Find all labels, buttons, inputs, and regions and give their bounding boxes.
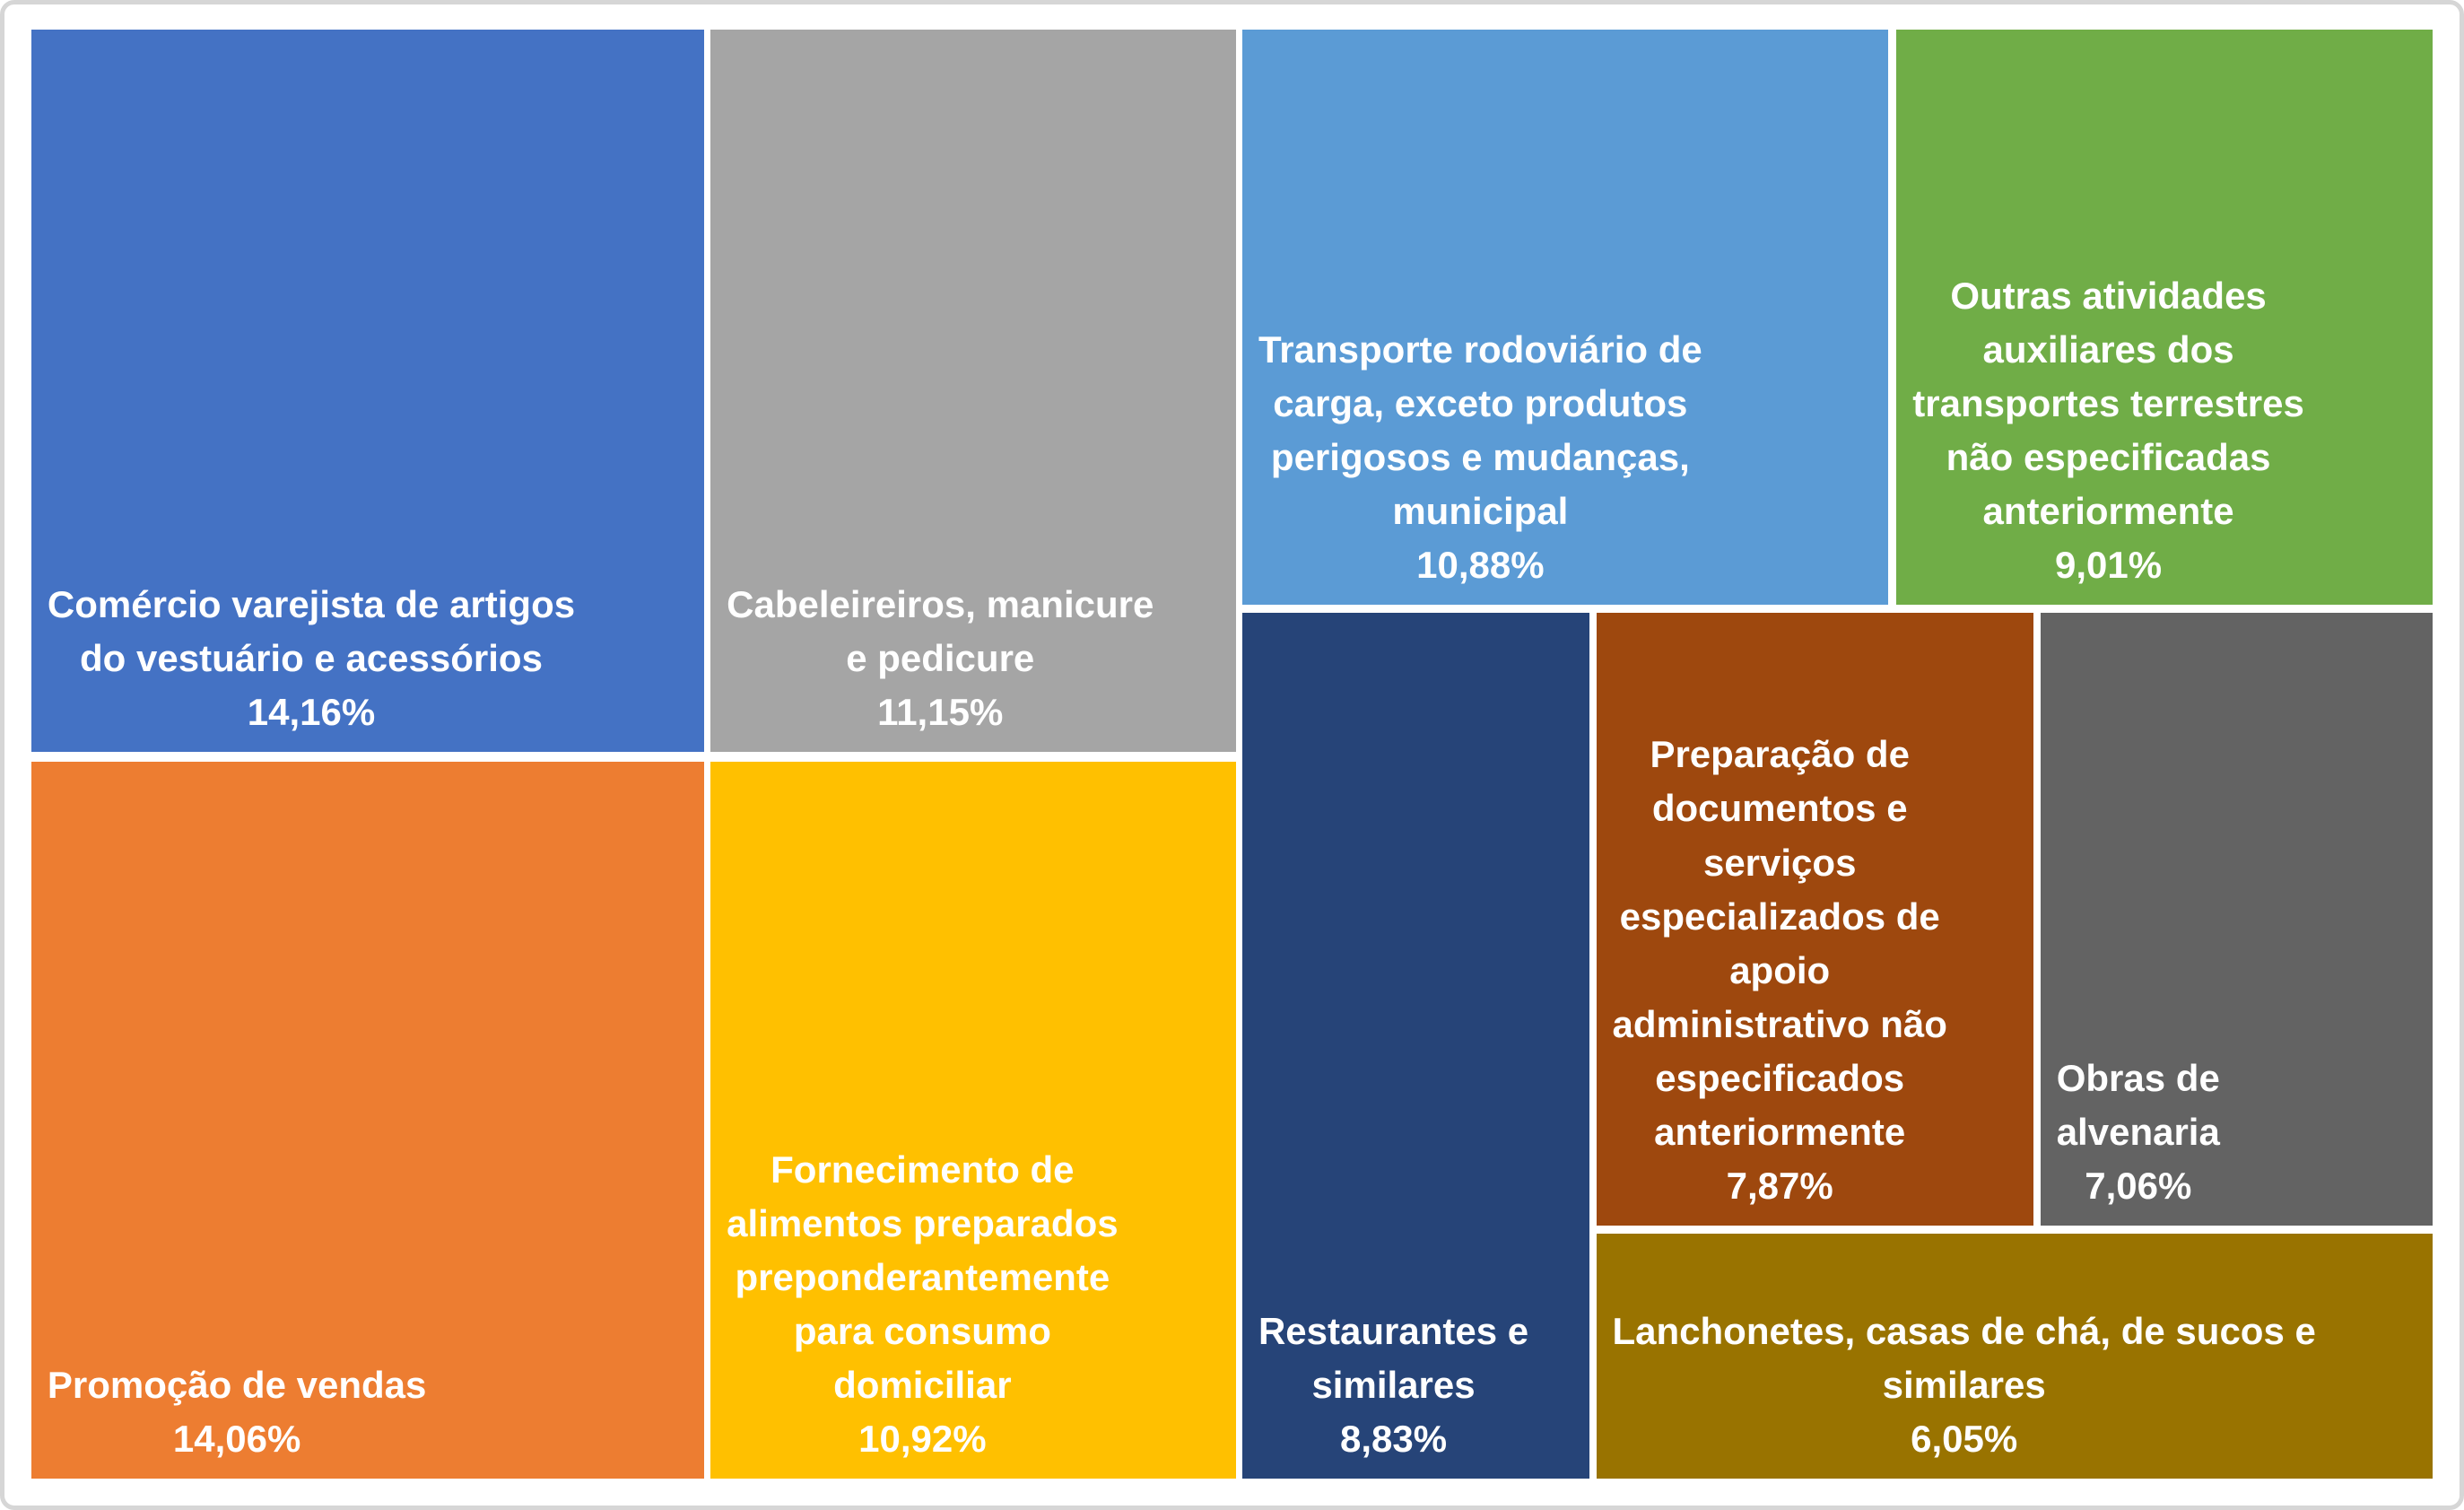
tile-value-label: 8,83% xyxy=(1339,1418,1448,1461)
treemap-tile-lanchonetes-casas-de-cha: Lanchonetes, casas de chá, de sucos e si… xyxy=(1596,1233,2434,1479)
tile-label-box: Transporte rodoviário de carga, exceto p… xyxy=(1258,323,1702,592)
tile-value-label: 14,06% xyxy=(172,1418,301,1461)
treemap-tile-preparacao-documentos-apoio-administrativo: Preparação de documentos e serviços espe… xyxy=(1596,612,2033,1226)
tile-category-label: Outras atividades auxiliares dos transpo… xyxy=(1912,274,2304,532)
tile-value-label: 11,15% xyxy=(877,690,1004,733)
treemap-tile-fornecimento-alimentos-preparados: Fornecimento de alimentos preparados pre… xyxy=(710,761,1236,1479)
tile-value-label: 6,05% xyxy=(1911,1418,2018,1461)
tile-label-box: Cabeleireiros, manicure e pedicure 11,15… xyxy=(727,578,1154,739)
tile-label-box: Comércio varejista de artigos do vestuár… xyxy=(48,578,575,739)
tile-label-box: Lanchonetes, casas de chá, de sucos e si… xyxy=(1613,1305,2316,1466)
tile-category-label: Restaurantes e similares xyxy=(1258,1310,1529,1407)
tile-category-label: Cabeleireiros, manicure e pedicure xyxy=(727,582,1154,679)
tile-category-label: Fornecimento de alimentos preparados pre… xyxy=(727,1148,1119,1407)
treemap-plot-area: Comércio varejista de artigos do vestuár… xyxy=(4,4,2460,1506)
treemap-tile-obras-de-alvenaria: Obras de alvenaria 7,06% xyxy=(2040,612,2434,1226)
tile-label-box: Obras de alvenaria 7,06% xyxy=(2057,1052,2220,1213)
treemap-tile-transporte-rodoviario-carga: Transporte rodoviário de carga, exceto p… xyxy=(1241,29,1889,605)
tile-category-label: Preparação de documentos e serviços espe… xyxy=(1612,733,1947,1153)
tile-category-label: Promoção de vendas xyxy=(47,1364,427,1407)
treemap-tile-comercio-varejista-vestuario: Comércio varejista de artigos do vestuár… xyxy=(30,29,705,752)
tile-value-label: 10,92% xyxy=(858,1418,987,1461)
treemap-tile-outras-atividades-auxiliares-transportes: Outras atividades auxiliares dos transpo… xyxy=(1896,29,2434,605)
tile-label-box: Restaurantes e similares 8,83% xyxy=(1258,1305,1528,1466)
tile-category-label: Obras de alvenaria xyxy=(2056,1056,2220,1153)
treemap-tile-cabeleireiros-manicure-pedicure: Cabeleireiros, manicure e pedicure 11,15… xyxy=(710,29,1236,752)
tile-category-label: Transporte rodoviário de carga, exceto p… xyxy=(1258,327,1702,532)
treemap-tile-restaurantes-e-similares: Restaurantes e similares 8,83% xyxy=(1241,612,1589,1479)
tile-label-box: Outras atividades auxiliares dos transpo… xyxy=(1912,269,2304,592)
tile-value-label: 14,16% xyxy=(247,690,376,733)
tile-label-box: Fornecimento de alimentos preparados pre… xyxy=(727,1143,1118,1466)
tile-value-label: 9,01% xyxy=(2055,543,2163,586)
tile-value-label: 10,88% xyxy=(1416,543,1545,586)
tile-value-label: 7,06% xyxy=(2085,1164,2192,1207)
tile-label-box: Preparação de documentos e serviços espe… xyxy=(1613,728,1947,1212)
treemap-tile-promocao-de-vendas: Promoção de vendas 14,06% xyxy=(30,761,705,1479)
tile-category-label: Lanchonetes, casas de chá, de sucos e si… xyxy=(1612,1310,2316,1407)
tile-category-label: Comércio varejista de artigos do vestuár… xyxy=(47,582,576,679)
tile-value-label: 7,87% xyxy=(1726,1164,1833,1207)
tile-label-box: Promoção de vendas 14,06% xyxy=(48,1358,426,1466)
